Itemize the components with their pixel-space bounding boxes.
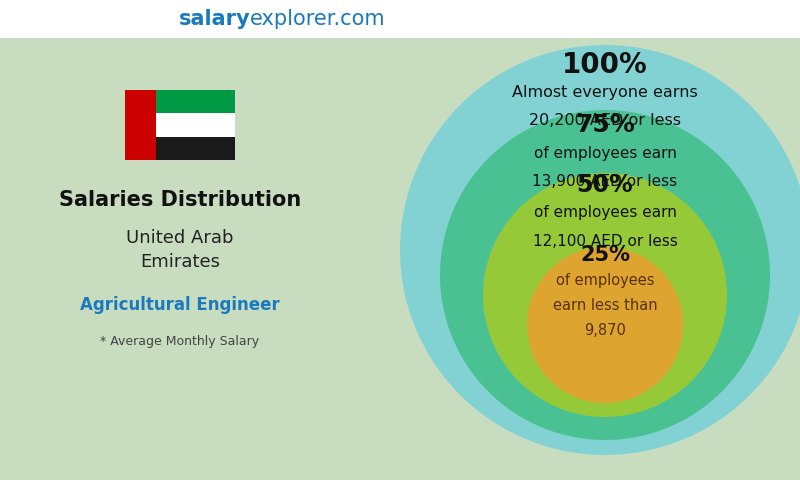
- Ellipse shape: [440, 110, 770, 440]
- Text: Almost everyone earns: Almost everyone earns: [512, 85, 698, 100]
- Text: of employees earn: of employees earn: [534, 145, 677, 160]
- FancyBboxPatch shape: [0, 38, 800, 480]
- Text: 25%: 25%: [580, 245, 630, 265]
- Ellipse shape: [400, 45, 800, 455]
- Text: salary: salary: [178, 9, 250, 29]
- Text: 75%: 75%: [575, 113, 635, 137]
- Text: 13,900 AED or less: 13,900 AED or less: [533, 173, 678, 189]
- FancyBboxPatch shape: [125, 90, 156, 160]
- Ellipse shape: [527, 247, 683, 403]
- Text: * Average Monthly Salary: * Average Monthly Salary: [101, 336, 259, 348]
- Ellipse shape: [483, 173, 727, 417]
- FancyBboxPatch shape: [125, 90, 235, 160]
- Text: Salaries Distribution: Salaries Distribution: [59, 190, 301, 210]
- Text: earn less than: earn less than: [553, 298, 658, 313]
- Text: Agricultural Engineer: Agricultural Engineer: [80, 296, 280, 314]
- FancyBboxPatch shape: [156, 113, 235, 137]
- Text: of employees: of employees: [556, 273, 654, 288]
- FancyBboxPatch shape: [156, 137, 235, 160]
- Text: 20,200 AED or less: 20,200 AED or less: [529, 113, 681, 129]
- Text: 9,870: 9,870: [584, 323, 626, 338]
- Text: 100%: 100%: [562, 51, 648, 79]
- FancyBboxPatch shape: [156, 90, 235, 113]
- Text: 12,100 AED or less: 12,100 AED or less: [533, 233, 678, 249]
- Text: 50%: 50%: [577, 173, 634, 197]
- Text: United Arab
Emirates: United Arab Emirates: [126, 229, 234, 271]
- FancyBboxPatch shape: [0, 0, 800, 38]
- Text: of employees earn: of employees earn: [534, 205, 677, 220]
- Text: explorer.com: explorer.com: [250, 9, 386, 29]
